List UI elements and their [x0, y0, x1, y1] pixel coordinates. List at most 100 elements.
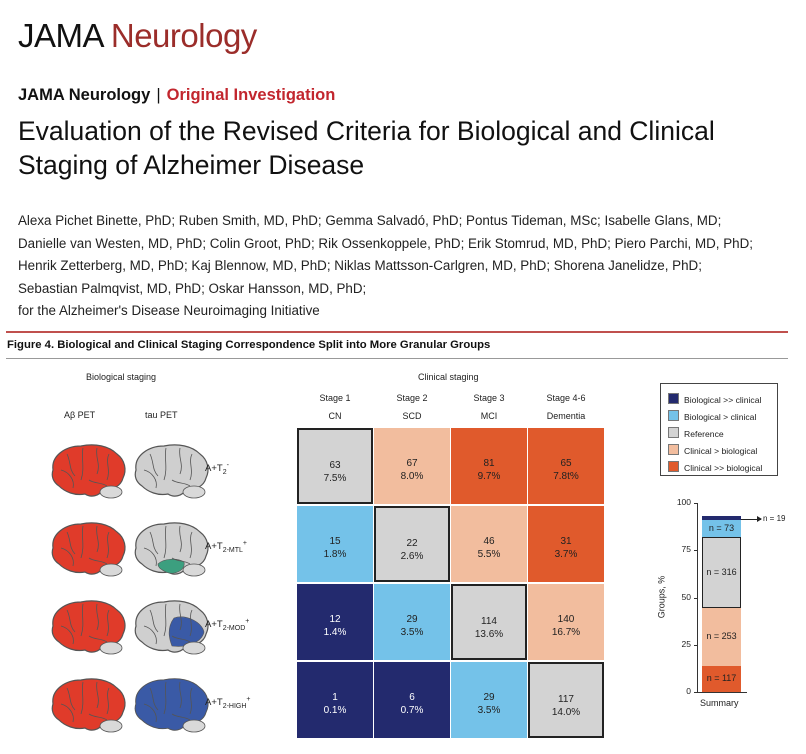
segment-count-label: n = 117: [706, 672, 737, 683]
cell-count: 67: [406, 458, 418, 469]
legend-swatch: [668, 410, 679, 421]
cell-count: 29: [483, 692, 495, 703]
cell-count: 31: [560, 536, 572, 547]
legend-label: Biological > clinical: [684, 412, 757, 422]
legend-swatch: [668, 461, 679, 472]
cell-count: 6: [409, 692, 415, 703]
cell-percent: 16.7%: [551, 627, 581, 638]
summary-bar-segment: [702, 608, 741, 666]
matrix-cell: 15 1.8%: [297, 506, 373, 582]
cell-percent: 1.4%: [323, 627, 347, 638]
kicker-separator: |: [156, 86, 161, 104]
legend-swatch: [668, 444, 679, 455]
summary-bar-segment: [702, 665, 741, 692]
legend-label: Reference: [684, 429, 724, 439]
y-tick-label: 50: [681, 591, 691, 602]
y-tick-label: 100: [676, 497, 691, 507]
y-tick: [694, 550, 698, 552]
legend-item: Biological > clinical: [668, 410, 756, 422]
cell-percent: 7.8t%: [553, 471, 579, 482]
cell-percent: 9.7%: [477, 471, 501, 482]
cell-count: 1: [332, 692, 338, 703]
y-tick-label: 75: [681, 544, 691, 555]
author-line: Alexa Pichet Binette, PhD; Ruben Smith, …: [18, 213, 722, 228]
column-group-label: Dementia: [546, 411, 586, 421]
cell-percent: 1.8%: [323, 549, 347, 560]
cell-count: 81: [483, 458, 495, 469]
cell-count: 63: [329, 460, 341, 471]
cell-percent: 8.0%: [400, 471, 424, 482]
cell-percent: 7.5%: [323, 473, 347, 484]
article-type[interactable]: Original Investigation: [166, 86, 336, 104]
legend-label: Clinical > biological: [684, 446, 758, 456]
y-axis-title: Groups, %: [656, 575, 667, 619]
figure-caption-rule: [6, 358, 788, 359]
matrix-cell: 1 0.1%: [297, 662, 373, 738]
cell-percent: 0.1%: [323, 705, 347, 716]
author-list: Alexa Pichet Binette, PhD; Ruben Smith, …: [18, 210, 798, 323]
matrix-cell: 31 3.7%: [528, 506, 604, 582]
tau-brain-icon: [134, 600, 209, 655]
segment-count-label: n = 316: [706, 566, 737, 577]
segment-count-label: n = 19: [763, 514, 786, 524]
cell-count: 65: [560, 458, 572, 469]
legend-item: Clinical >> biological: [668, 461, 762, 473]
author-line: Danielle van Westen, MD, PhD; Colin Groo…: [18, 235, 754, 251]
y-tick-label: 0: [686, 686, 691, 696]
arrowhead-icon: [757, 516, 762, 523]
column-group-label: MCI: [480, 411, 498, 421]
row-label: A+T2-HIGH+: [205, 696, 251, 711]
x-axis-label: Summary: [700, 698, 739, 708]
author-line: Henrik Zetterberg, MD, PhD; Kaj Blennow,…: [18, 258, 702, 273]
matrix-cell: 81 9.7%: [451, 428, 527, 504]
amyloid-brain-icon: [51, 678, 126, 733]
segment-count-label: n = 73: [708, 522, 735, 533]
legend-label: Biological >> clinical: [684, 395, 762, 405]
journal-name: JAMA Neurology: [18, 86, 151, 104]
cell-count: 15: [329, 536, 341, 547]
matrix-cell: 22 2.6%: [374, 506, 450, 582]
cell-percent: 3.5%: [477, 705, 501, 716]
figure-caption: Figure 4. Biological and Clinical Stagin…: [7, 339, 491, 351]
column-stage-label: Stage 4-6: [546, 393, 586, 403]
amyloid-brain-icon: [51, 444, 126, 499]
x-axis-line: [697, 692, 747, 693]
journal-logo[interactable]: JAMA Neurology: [18, 14, 257, 58]
author-line: Sebastian Palmqvist, MD, PhD; Oskar Hans…: [18, 280, 367, 296]
matrix-cell: 12 1.4%: [297, 584, 373, 660]
legend-item: Biological >> clinical: [668, 393, 761, 405]
legend: Biological >> clinical Biological > clin…: [660, 383, 778, 476]
cell-percent: 2.6%: [400, 551, 424, 562]
matrix-cell: 29 3.5%: [374, 584, 450, 660]
y-tick: [694, 503, 698, 504]
matrix-cell: 117 14.0%: [528, 662, 604, 738]
amyloid-brain-icon: [51, 522, 126, 577]
logo-jama: JAMA: [18, 17, 103, 54]
column-stage-label: Stage 2: [396, 393, 428, 403]
column-stage-label: Stage 3: [473, 393, 505, 403]
cell-count: 140: [557, 614, 575, 625]
y-tick: [694, 597, 698, 599]
matrix-cell: 46 5.5%: [451, 506, 527, 582]
column-group-label: SCD: [402, 411, 422, 421]
column-group-label: CN: [328, 411, 342, 421]
abeta-pet-label: Aβ PET: [64, 410, 96, 420]
figure-top-rule: [6, 331, 788, 333]
cell-percent: 3.5%: [400, 627, 424, 638]
matrix-cell: 65 7.8t%: [528, 428, 604, 504]
row-label: A+T2-: [205, 462, 229, 477]
matrix-cell: 140 16.7%: [528, 584, 604, 660]
cell-count: 117: [558, 694, 574, 705]
clinical-staging-header: Clinical staging: [418, 372, 479, 382]
cell-count: 22: [406, 538, 418, 549]
legend-item: Clinical > biological: [668, 444, 757, 456]
tau-pet-label: tau PET: [145, 410, 178, 420]
cell-count: 46: [483, 536, 495, 547]
cell-percent: 3.7%: [554, 549, 578, 560]
matrix-cell: 67 8.0%: [374, 428, 450, 504]
row-label: A+T2-MTL+: [205, 540, 248, 555]
legend-swatch: [668, 427, 679, 438]
cell-count: 29: [406, 614, 418, 625]
callout-arrow: [741, 519, 761, 521]
summary-bar-segment: [702, 516, 741, 521]
